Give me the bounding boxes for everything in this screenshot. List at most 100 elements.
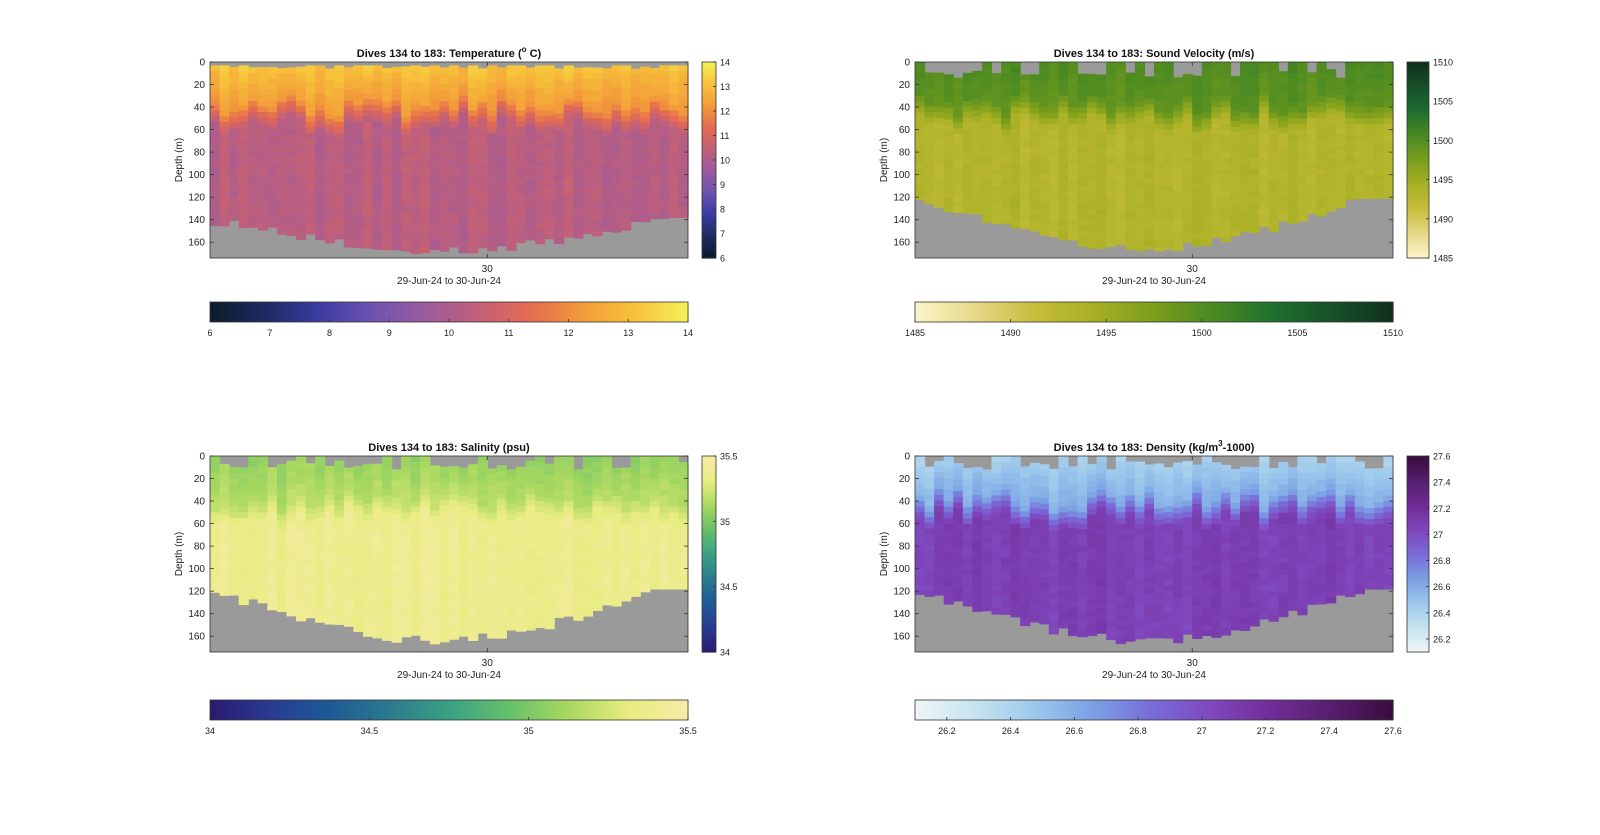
heatmap-cell: [925, 106, 935, 112]
heatmap-cell: [449, 523, 459, 529]
heatmap-cell: [925, 134, 935, 140]
heatmap-cell: [944, 187, 954, 193]
heatmap-cell: [612, 479, 622, 485]
heatmap-cell: [1288, 163, 1298, 169]
heatmap-cell: [612, 127, 622, 133]
heatmap-cell: [220, 110, 230, 116]
heatmap-cell: [1336, 100, 1346, 106]
heatmap-cell: [612, 519, 622, 525]
heatmap-cell: [525, 489, 535, 495]
heatmap-cell: [239, 524, 249, 530]
heatmap-cell: [1154, 231, 1164, 237]
heatmap-cell: [1173, 139, 1183, 145]
heatmap-cell: [487, 536, 497, 542]
heatmap-cell: [277, 96, 287, 102]
heatmap-cell: [459, 107, 469, 113]
heatmap-cell: [678, 110, 688, 116]
heatmap-cell: [1230, 149, 1240, 155]
heatmap-cell: [1240, 197, 1250, 203]
heatmap-cell: [1030, 164, 1040, 170]
heatmap-cell: [258, 495, 268, 501]
heatmap-cell: [516, 71, 526, 77]
heatmap-cell: [545, 548, 555, 554]
heatmap-cell: [1020, 131, 1030, 137]
heatmap-cell: [363, 116, 373, 122]
heatmap-cell: [439, 152, 449, 158]
heatmap-cell: [353, 172, 363, 178]
heatmap-cell: [1135, 237, 1145, 243]
y-tick-label: 0: [199, 452, 205, 463]
heatmap-cell: [401, 535, 411, 541]
heatmap-cell: [1144, 121, 1154, 127]
heatmap-cell: [468, 150, 478, 156]
heatmap-cell: [659, 150, 669, 156]
heatmap-cell: [1154, 68, 1164, 74]
heatmap-cell: [934, 146, 944, 152]
heatmap-cell: [459, 90, 469, 96]
heatmap-cell: [315, 456, 325, 462]
heatmap-cell: [944, 74, 954, 80]
heatmap-cell: [439, 534, 449, 540]
heatmap-cell: [583, 524, 593, 530]
heatmap-cell: [592, 557, 602, 563]
heatmap-cell: [382, 591, 392, 597]
heatmap-cell: [430, 212, 440, 218]
heatmap-cell: [478, 164, 488, 170]
colorbar-horizontal-segment: [576, 302, 581, 322]
heatmap-cell: [449, 172, 459, 178]
heatmap-cell: [1030, 148, 1040, 154]
heatmap-cell: [535, 484, 545, 490]
heatmap-cell: [1011, 225, 1021, 228]
heatmap-cell: [1202, 180, 1212, 186]
heatmap-cell: [583, 495, 593, 501]
heatmap-cell: [1355, 113, 1365, 119]
heatmap-cell: [1049, 62, 1059, 68]
heatmap-cell: [220, 481, 230, 487]
heatmap-cell: [286, 169, 296, 175]
heatmap-cell: [1345, 152, 1355, 158]
heatmap-cell: [1001, 101, 1011, 107]
heatmap-cell: [1097, 108, 1107, 114]
heatmap-cell: [296, 146, 306, 152]
heatmap-cell: [669, 65, 679, 71]
heatmap-cell: [1221, 107, 1231, 113]
heatmap-cell: [1144, 99, 1154, 105]
heatmap-cell: [315, 540, 325, 546]
heatmap-cell: [1192, 110, 1202, 116]
heatmap-cell: [640, 546, 650, 552]
heatmap-cell: [411, 479, 421, 485]
heatmap-cell: [545, 82, 555, 88]
heatmap-cell: [325, 209, 335, 215]
heatmap-cell: [573, 548, 583, 554]
heatmap-cell: [334, 234, 344, 239]
heatmap-cell: [678, 212, 688, 218]
heatmap-cell: [478, 119, 488, 125]
heatmap-cell: [602, 136, 612, 142]
heatmap-cell: [535, 189, 545, 195]
heatmap-cell: [1202, 152, 1212, 158]
heatmap-cell: [401, 235, 411, 241]
heatmap-cell: [229, 529, 239, 535]
heatmap-cell: [220, 217, 230, 223]
heatmap-cell: [583, 569, 593, 575]
heatmap-cell: [487, 485, 497, 491]
heatmap-cell: [934, 185, 944, 191]
heatmap-cell: [439, 107, 449, 113]
heatmap-cell: [1269, 113, 1279, 119]
heatmap-cell: [353, 155, 363, 161]
heatmap-cell: [449, 127, 459, 133]
heatmap-cell: [382, 456, 392, 462]
heatmap-cell: [612, 229, 622, 233]
heatmap-cell: [439, 540, 449, 546]
heatmap-cell: [239, 495, 249, 501]
heatmap-cell: [468, 566, 478, 572]
heatmap-cell: [1058, 169, 1068, 175]
heatmap-cell: [592, 507, 602, 513]
heatmap-cell: [621, 535, 631, 541]
heatmap-cell: [430, 505, 440, 511]
heatmap-cell: [468, 122, 478, 128]
heatmap-cell: [497, 101, 507, 107]
heatmap-cell: [583, 118, 593, 124]
heatmap-cell: [1011, 79, 1021, 85]
heatmap-cell: [1164, 197, 1174, 203]
